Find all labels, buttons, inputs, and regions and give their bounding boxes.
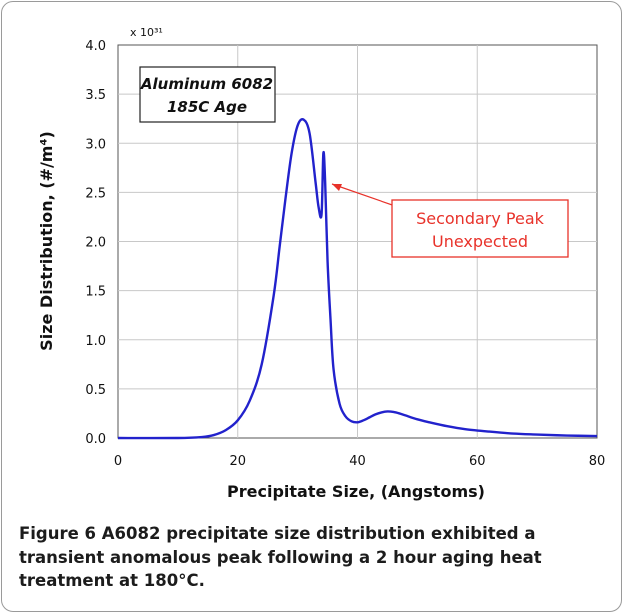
x-tick-label: 80 — [589, 454, 606, 469]
x-tick-label: 20 — [229, 454, 246, 469]
y-tick-label: 0.5 — [85, 383, 106, 398]
y-tick-label: 1.0 — [85, 334, 106, 349]
y-tick-label: 3.5 — [85, 88, 106, 103]
annotation-line-1: Secondary Peak — [416, 209, 545, 228]
x-tick-label: 60 — [469, 454, 486, 469]
y-axis-label: Size Distribution, (#/m⁴) — [37, 131, 56, 351]
chart: 0.0 0.5 1.0 1.5 2.0 2.5 3.0 3.5 4.0 0 20 40 60 80 x … — [37, 26, 605, 501]
y-tick-labels: 0.0 0.5 1.0 1.5 2.0 2.5 3.0 3.5 4.0 — [85, 39, 106, 447]
y-tick-label: 0.0 — [85, 432, 106, 447]
annotation-arrowhead — [332, 184, 342, 191]
figure-label: Figure 6 — [19, 524, 97, 543]
x-tick-labels: 0 20 40 60 80 — [114, 454, 605, 469]
y-tick-label: 3.0 — [85, 137, 106, 152]
figure-caption: Figure 6 A6082 precipitate size distribu… — [19, 522, 599, 593]
inset-box — [139, 66, 276, 123]
inset-line-1: Aluminum 6082 — [140, 75, 273, 93]
series-line — [117, 118, 598, 440]
inset-line-2: 185C Age — [167, 98, 247, 116]
y-tick-label: 4.0 — [85, 39, 106, 54]
y-tick-label: 2.5 — [85, 186, 106, 201]
y-tick-label: 2.0 — [85, 236, 106, 251]
annotation-arrow — [331, 183, 399, 208]
annotation-box — [391, 199, 569, 258]
x-axis-label: Precipitate Size, (Angstoms) — [227, 482, 485, 501]
y-multiplier-label: x 10³¹ — [130, 26, 163, 39]
figure-caption-text: A6082 precipitate size distribution exhi… — [19, 524, 542, 590]
annotation-line-2: Unexpected — [432, 232, 528, 251]
x-tick-label: 0 — [114, 454, 122, 469]
x-tick-label: 40 — [349, 454, 366, 469]
y-tick-label: 1.5 — [85, 285, 106, 300]
